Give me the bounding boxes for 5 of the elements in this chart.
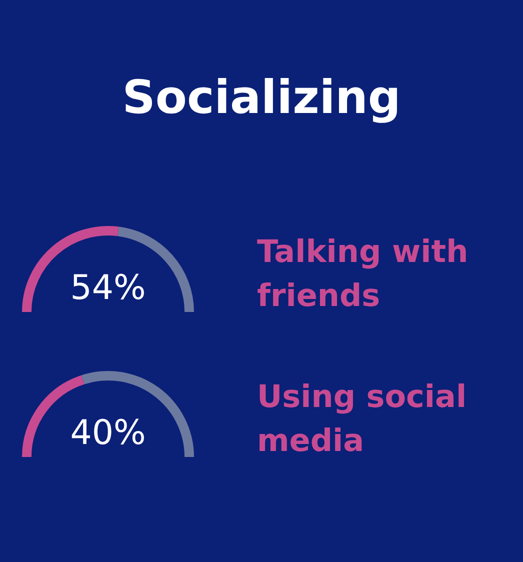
data-label: 54% <box>70 268 146 308</box>
data-label: 40% <box>70 412 146 453</box>
text: Talking with friends <box>257 233 470 316</box>
text: Socializing <box>121 70 402 124</box>
text: Using social media <box>257 378 468 461</box>
